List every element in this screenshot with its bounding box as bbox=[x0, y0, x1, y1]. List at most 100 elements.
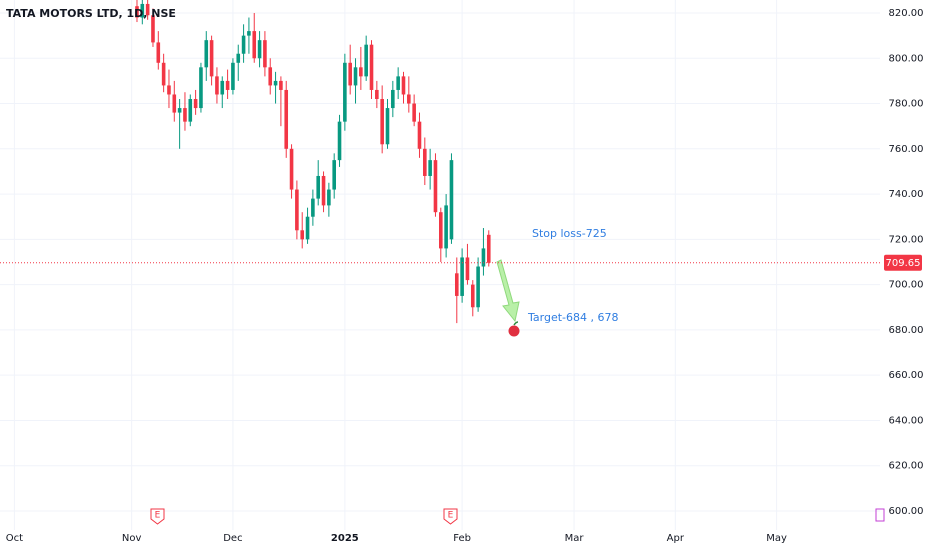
candle-body bbox=[145, 3, 150, 16]
candle-body bbox=[273, 80, 278, 86]
last-price-box bbox=[884, 254, 922, 271]
candle-body bbox=[396, 76, 400, 90]
candle-body bbox=[428, 160, 432, 176]
candle-body bbox=[407, 94, 411, 104]
candle-body bbox=[161, 62, 166, 86]
y-tick-label: 820.00 bbox=[889, 8, 924, 19]
candle-body bbox=[236, 53, 241, 63]
arrow bbox=[496, 259, 520, 323]
candle-body bbox=[476, 266, 480, 308]
candle-body bbox=[215, 76, 219, 95]
candle-body bbox=[156, 42, 161, 63]
candle-body bbox=[177, 108, 182, 113]
candle-body bbox=[188, 99, 193, 122]
candle-body bbox=[449, 160, 454, 240]
grid bbox=[0, 0, 880, 530]
x-tick-label: 2025 bbox=[331, 533, 359, 544]
candle-body bbox=[268, 67, 273, 86]
candle-body bbox=[401, 76, 406, 95]
candle-body bbox=[412, 103, 416, 122]
y-tick-label: 780.00 bbox=[889, 99, 924, 110]
candle-body bbox=[332, 160, 336, 190]
x-tick-label: Mar bbox=[565, 533, 585, 544]
candle-body bbox=[444, 205, 448, 249]
x-tick-label: Feb bbox=[453, 533, 471, 544]
candle-body bbox=[486, 234, 491, 263]
y-tick-label: 740.00 bbox=[889, 189, 924, 200]
x-tick-label: Dec bbox=[223, 533, 242, 544]
candle-body bbox=[343, 62, 347, 122]
y-tick-label: 700.00 bbox=[889, 280, 924, 291]
candle-body bbox=[348, 62, 352, 86]
candle-body bbox=[305, 216, 310, 240]
candle-body bbox=[316, 175, 321, 199]
candle-body bbox=[231, 62, 235, 90]
candle-body bbox=[241, 35, 246, 54]
candle-body bbox=[369, 44, 374, 90]
x-tick-label: Oct bbox=[6, 533, 23, 544]
candle-body bbox=[295, 189, 299, 231]
candle-body bbox=[460, 257, 464, 296]
annotation: Stop loss-725 bbox=[532, 227, 607, 240]
x-tick-label: Apr bbox=[667, 533, 685, 544]
earnings-icon: E bbox=[150, 508, 165, 525]
y-tick-label: 720.00 bbox=[889, 234, 924, 245]
candle-body bbox=[300, 230, 305, 240]
x-tick-label: Nov bbox=[122, 533, 142, 544]
candle-body bbox=[380, 99, 384, 145]
y-tick-label: 600.00 bbox=[889, 506, 924, 517]
candle-body bbox=[204, 40, 209, 68]
y-tick-label: 760.00 bbox=[889, 144, 924, 155]
candle-body bbox=[391, 89, 395, 109]
candle-body bbox=[193, 99, 198, 109]
x-tick-label: May bbox=[766, 533, 787, 544]
chart-title: TATA MOTORS LTD, 1D, NSE bbox=[6, 7, 176, 20]
last-price-label: 709.65 bbox=[886, 258, 921, 269]
candle-body bbox=[438, 212, 443, 249]
candle-body bbox=[252, 31, 257, 59]
candles bbox=[135, 0, 491, 324]
candle-body bbox=[284, 89, 289, 149]
candle-body bbox=[327, 189, 331, 206]
annotation: Target-684 , 678 bbox=[527, 311, 618, 324]
target-icon bbox=[508, 321, 520, 337]
candle-body bbox=[364, 44, 368, 77]
y-tick-label: 620.00 bbox=[889, 461, 924, 472]
earnings-icon: E bbox=[443, 508, 458, 525]
candle-body bbox=[289, 148, 294, 190]
candle-body bbox=[247, 31, 251, 36]
candle-body bbox=[465, 257, 470, 281]
candle-body bbox=[151, 15, 155, 43]
candle-body bbox=[375, 89, 379, 100]
candle-body bbox=[225, 80, 230, 90]
y-tick-label: 660.00 bbox=[889, 370, 924, 381]
candle-body bbox=[140, 3, 145, 18]
y-tick-label: 680.00 bbox=[889, 325, 924, 336]
candle-body bbox=[321, 175, 326, 206]
candle-body bbox=[167, 85, 171, 95]
event-icon bbox=[875, 508, 885, 522]
candle-body bbox=[257, 40, 262, 59]
candle-body bbox=[385, 108, 390, 145]
candle-body bbox=[209, 40, 214, 77]
candle-body bbox=[470, 284, 475, 308]
candle-body bbox=[279, 80, 283, 90]
candle-body bbox=[454, 273, 459, 296]
candle-body bbox=[220, 80, 225, 95]
candle-body bbox=[135, 6, 139, 18]
candle-body bbox=[359, 67, 363, 77]
candle-body bbox=[481, 248, 486, 267]
candle-body bbox=[263, 40, 267, 68]
candle-body bbox=[311, 198, 315, 217]
candle-body bbox=[433, 160, 438, 213]
candle-body bbox=[199, 67, 203, 109]
svg-text:E: E bbox=[155, 511, 161, 521]
y-tick-label: 640.00 bbox=[889, 415, 924, 426]
candle-body bbox=[183, 108, 187, 122]
candle-body bbox=[337, 121, 342, 161]
candle-body bbox=[417, 121, 422, 149]
y-tick-label: 800.00 bbox=[889, 53, 924, 64]
candle-body bbox=[172, 94, 177, 113]
svg-text:E: E bbox=[448, 511, 454, 521]
